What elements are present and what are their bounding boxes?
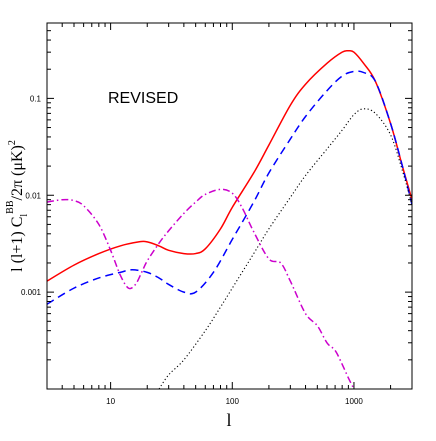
x-tick-label: 1000 <box>345 397 363 406</box>
plot-frame <box>46 22 413 390</box>
series-line-dashdot <box>47 188 355 389</box>
y-axis-label-power: 2 <box>7 140 18 145</box>
series-line-dotted <box>158 108 412 389</box>
series-line-dashed <box>47 70 412 305</box>
x-axis-label: l <box>226 410 231 430</box>
series-layer <box>47 49 412 389</box>
tick-layer: 10 100 1000 0.001 0.01 0.1 <box>21 23 413 406</box>
y-axis-label-subscript: l <box>19 214 30 217</box>
y-tick-label: 0.1 <box>30 94 42 103</box>
y-axis-label-superscript: BB <box>5 200 16 214</box>
y-axis-label-prefix: l (l+1) C <box>9 217 26 272</box>
y-tick-label: 0.001 <box>21 288 42 297</box>
y-axis-label: l (l+1) ClBB/2π (μK)2 <box>5 140 30 272</box>
x-tick-label: 10 <box>106 397 115 406</box>
x-tick-label: 100 <box>226 397 240 406</box>
y-tick-label: 0.01 <box>25 191 41 200</box>
y-axis-label-suffix: /2π (μK) <box>9 145 26 200</box>
annotation-label: REVISED <box>108 90 178 107</box>
series-line-solid <box>47 49 412 282</box>
